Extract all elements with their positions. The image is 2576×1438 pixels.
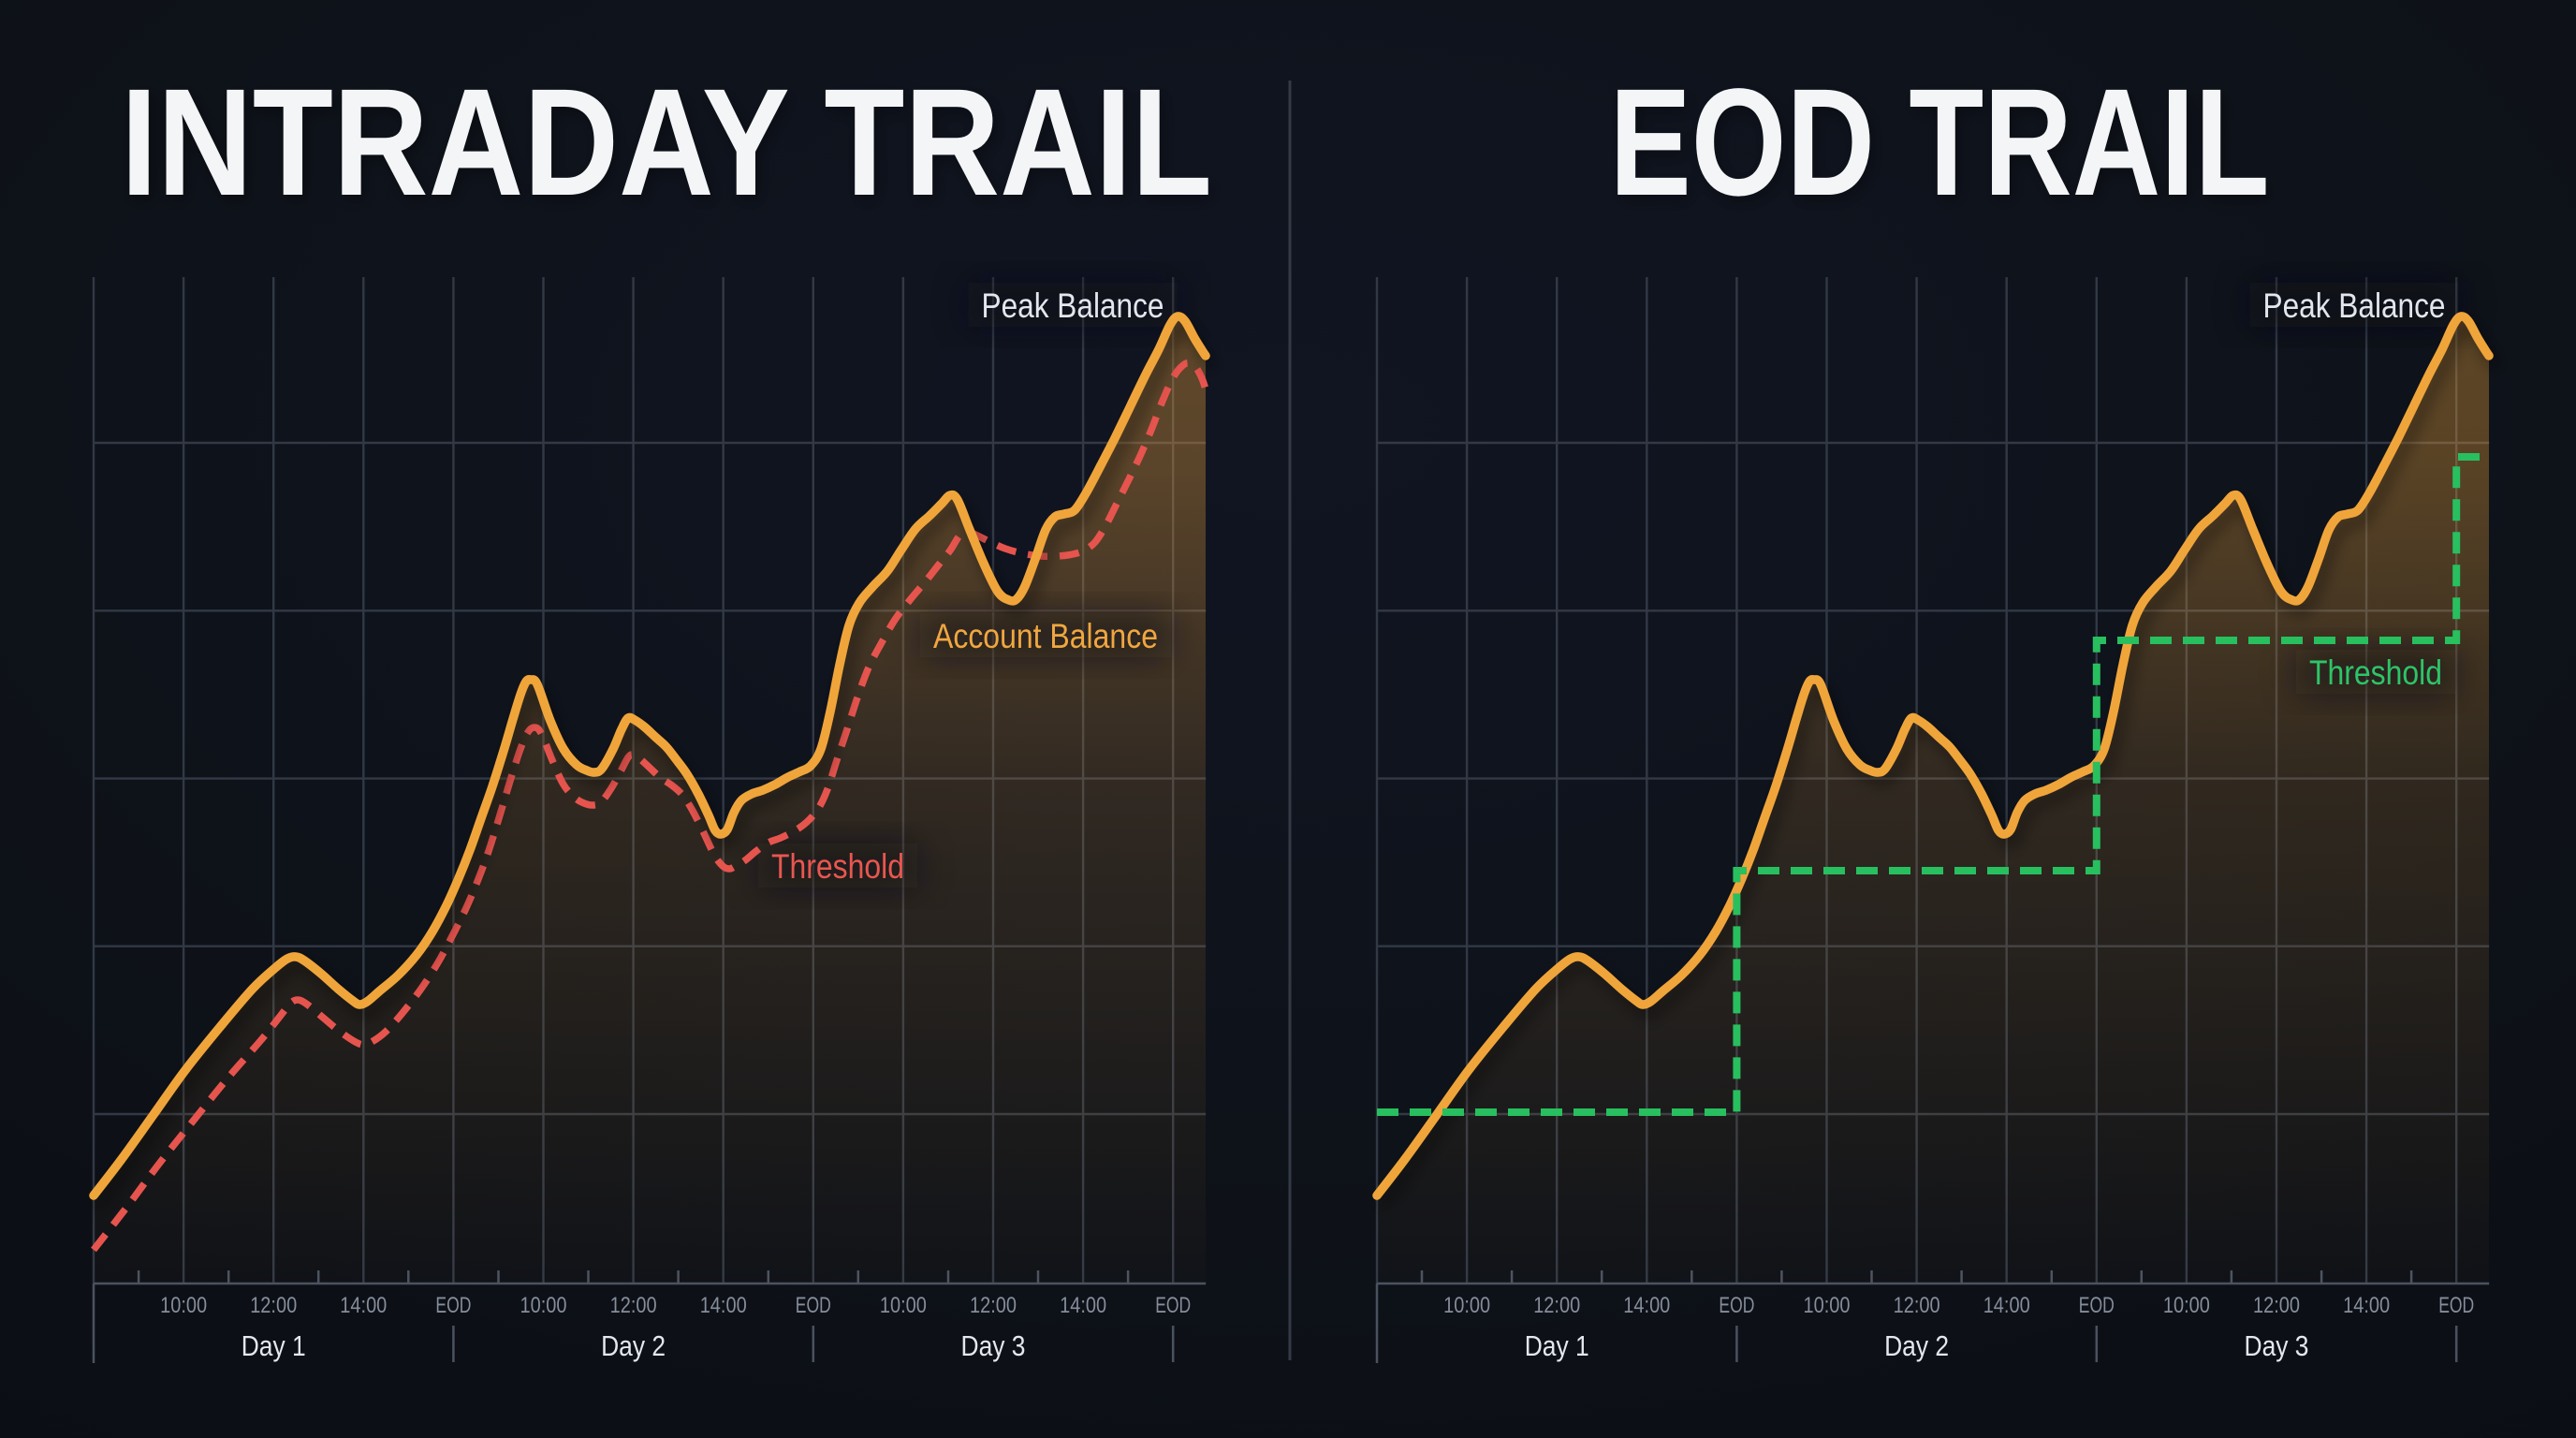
svg-text:EOD: EOD [435,1293,471,1318]
svg-text:Day 3: Day 3 [2245,1329,2309,1362]
svg-text:12:00: 12:00 [1894,1293,1940,1318]
svg-text:Day 3: Day 3 [961,1329,1026,1362]
svg-text:14:00: 14:00 [340,1293,387,1318]
svg-text:14:00: 14:00 [700,1293,747,1318]
svg-text:12:00: 12:00 [610,1293,657,1318]
svg-text:Peak Balance: Peak Balance [982,286,1164,325]
svg-text:10:00: 10:00 [520,1293,567,1318]
svg-text:12:00: 12:00 [970,1293,1017,1318]
svg-text:EOD TRAIL: EOD TRAIL [1610,56,2270,227]
svg-text:EOD: EOD [1155,1293,1191,1318]
svg-text:Threshold: Threshold [2309,653,2442,692]
svg-text:14:00: 14:00 [1983,1293,2030,1318]
svg-text:10:00: 10:00 [1804,1293,1851,1318]
svg-text:EOD: EOD [2079,1293,2115,1318]
svg-text:Peak Balance: Peak Balance [2263,286,2446,325]
svg-text:Day 1: Day 1 [242,1329,306,1362]
svg-text:10:00: 10:00 [1443,1293,1490,1318]
svg-text:EOD: EOD [796,1293,831,1318]
svg-text:10:00: 10:00 [880,1293,927,1318]
svg-text:14:00: 14:00 [1623,1293,1670,1318]
svg-text:EOD: EOD [2438,1293,2474,1318]
svg-text:12:00: 12:00 [250,1293,297,1318]
svg-text:Account Balance: Account Balance [933,617,1158,655]
svg-text:10:00: 10:00 [160,1293,207,1318]
svg-text:Day 2: Day 2 [601,1329,666,1362]
svg-text:12:00: 12:00 [2253,1293,2300,1318]
svg-text:EOD: EOD [1719,1293,1754,1318]
svg-text:Day 2: Day 2 [1884,1329,1949,1362]
svg-text:INTRADAY TRAIL: INTRADAY TRAIL [121,56,1212,227]
svg-text:10:00: 10:00 [2163,1293,2210,1318]
svg-text:Threshold: Threshold [771,847,904,886]
svg-text:14:00: 14:00 [1060,1293,1106,1318]
svg-text:Day 1: Day 1 [1525,1329,1589,1362]
svg-text:12:00: 12:00 [1533,1293,1580,1318]
svg-text:14:00: 14:00 [2343,1293,2390,1318]
